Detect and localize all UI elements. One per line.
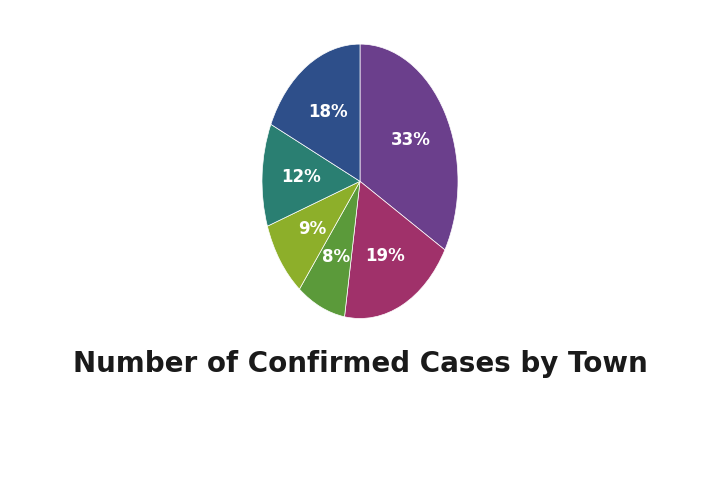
Text: 33%: 33% [391, 131, 431, 149]
Text: 12%: 12% [282, 169, 321, 186]
Text: CARMEL: CARMEL [63, 458, 114, 468]
Text: SOUTHEAST: SOUTHEAST [590, 458, 666, 468]
Wedge shape [300, 181, 360, 317]
Wedge shape [262, 124, 360, 226]
Text: PATTERSON: PATTERSON [268, 458, 341, 468]
Text: KENT: KENT [179, 458, 213, 468]
Text: 19%: 19% [365, 246, 405, 265]
Text: 18%: 18% [308, 103, 348, 121]
Text: 9%: 9% [298, 220, 326, 238]
Text: PHILIPSTOWN: PHILIPSTOWN [369, 458, 456, 468]
Wedge shape [271, 44, 360, 181]
Wedge shape [267, 181, 360, 289]
Text: 8%: 8% [323, 248, 351, 266]
Text: Number of Confirmed Cases by Town: Number of Confirmed Cases by Town [73, 350, 647, 378]
Text: PUTNAM
VALLEY: PUTNAM VALLEY [493, 452, 547, 474]
Wedge shape [360, 44, 458, 250]
Wedge shape [344, 181, 445, 318]
